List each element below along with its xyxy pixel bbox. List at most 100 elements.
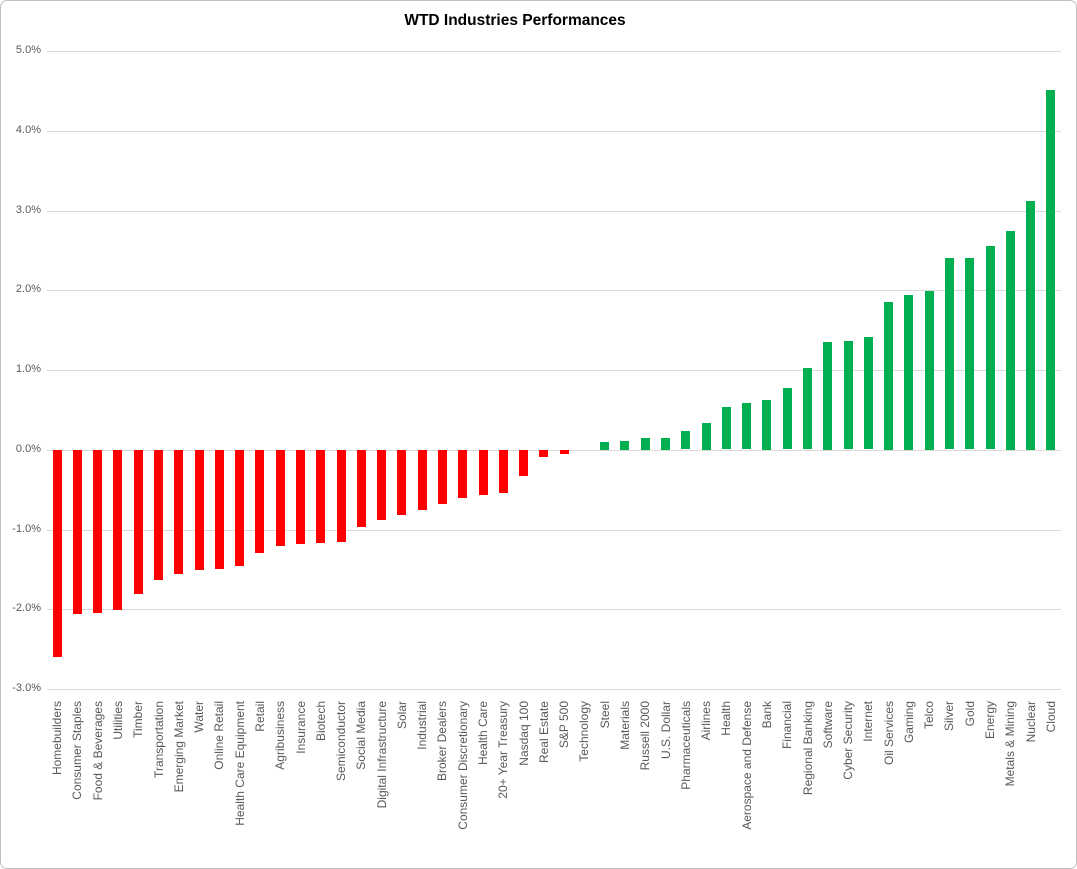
gridline [47, 689, 1061, 690]
y-tick-label: -3.0% [12, 682, 41, 694]
x-tick-label: 20+ Year Treasury [496, 701, 510, 799]
x-tick-label: Cloud [1044, 701, 1058, 733]
bar-russell-2000 [641, 438, 650, 450]
bar-nuclear [1026, 201, 1035, 450]
bar-biotech [316, 450, 325, 543]
gridline [47, 450, 1061, 451]
x-tick-label: Real Estate [537, 701, 551, 764]
bar-online-retail [215, 450, 224, 569]
bar-software [823, 342, 832, 450]
bar-steel [600, 442, 609, 450]
x-tick-label: Metals & Mining [1003, 701, 1017, 787]
x-tick-label: Airlines [699, 701, 713, 741]
bar-retail [255, 450, 264, 553]
bar-s-p-500 [560, 450, 569, 454]
x-tick-label: Transportation [152, 701, 166, 778]
x-tick-label: Homebuilders [50, 701, 64, 776]
x-tick-label: Industrial [415, 701, 429, 750]
x-tick-label: Retail [253, 701, 267, 732]
x-tick-label: Software [821, 701, 835, 749]
x-tick-label: Internet [861, 701, 875, 742]
bar-u-s-dollar [661, 438, 670, 450]
chart-title: WTD Industries Performances [404, 12, 626, 29]
x-tick-label: Gold [963, 701, 977, 727]
x-tick-label: Financial [780, 701, 794, 750]
gridline [47, 530, 1061, 531]
bar-semiconductor [337, 450, 346, 542]
x-tick-label: Consumer Discretionary [456, 701, 470, 830]
bar-20-year-treasury [499, 450, 508, 493]
bar-gold [965, 258, 974, 449]
x-tick-label: Utilities [111, 701, 125, 740]
bar-transportation [154, 450, 163, 580]
bar-internet [864, 337, 873, 449]
bar-nasdaq-100 [519, 450, 528, 476]
bar-water [195, 450, 204, 570]
bar-emerging-market [174, 450, 183, 574]
x-tick-label: Bank [760, 701, 774, 729]
gridline [47, 290, 1061, 291]
y-tick-label: 5.0% [15, 44, 41, 56]
gridline [47, 370, 1061, 371]
bar-oil-services [884, 302, 893, 450]
x-tick-label: U.S. Dollar [659, 701, 673, 760]
x-tick-label: Water [192, 701, 206, 733]
bar-gaming [904, 295, 913, 450]
x-tick-label: Food & Beverages [91, 701, 105, 801]
x-tick-label: Biotech [314, 701, 328, 742]
bar-materials [620, 441, 629, 450]
x-tick-label: Health [719, 701, 733, 736]
bar-cloud [1046, 90, 1055, 450]
y-tick-label: 3.0% [15, 204, 41, 216]
x-tick-label: Nuclear [1024, 701, 1038, 743]
x-tick-label: Russell 2000 [638, 701, 652, 771]
bar-metals-mining [1006, 231, 1015, 450]
bar-insurance [296, 450, 305, 544]
x-tick-label: Pharmaceuticals [679, 701, 693, 790]
bar-bank [762, 400, 771, 450]
gridline [47, 51, 1061, 52]
bar-industrial [418, 450, 427, 510]
x-tick-label: Insurance [294, 701, 308, 754]
bar-social-media [357, 450, 366, 527]
bar-consumer-staples [73, 450, 82, 614]
y-tick-label: -1.0% [12, 523, 41, 535]
bar-timber [134, 450, 143, 594]
x-tick-label: Oil Services [882, 701, 896, 766]
bar-digital-infrastructure [377, 450, 386, 520]
gridline [47, 609, 1061, 610]
bar-agribusiness [276, 450, 285, 546]
x-tick-label: Nasdaq 100 [517, 701, 531, 766]
x-tick-label: Semiconductor [334, 701, 348, 782]
gridline [47, 131, 1061, 132]
x-tick-label: Agribusiness [273, 701, 287, 770]
y-tick-label: -2.0% [12, 602, 41, 614]
bar-consumer-discretionary [458, 450, 467, 498]
bar-health-care-equipment [235, 450, 244, 566]
x-tick-label: Broker Dealers [435, 701, 449, 782]
gridline [47, 211, 1061, 212]
x-tick-label: Online Retail [212, 701, 226, 770]
x-tick-label: Gaming [902, 701, 916, 744]
bar-food-beverages [93, 450, 102, 613]
x-tick-label: Telco [922, 701, 936, 730]
bar-airlines [702, 423, 711, 450]
x-tick-label: Solar [395, 701, 409, 730]
x-tick-label: Digital Infrastructure [375, 701, 389, 809]
y-tick-label: 2.0% [15, 283, 41, 295]
bar-silver [945, 258, 954, 449]
bar-homebuilders [53, 450, 62, 657]
x-tick-label: Materials [618, 701, 632, 750]
x-tick-label: Energy [983, 701, 997, 740]
x-tick-label: Steel [598, 701, 612, 729]
bar-broker-dealers [438, 450, 447, 504]
x-tick-label: Social Media [354, 701, 368, 770]
x-tick-label: Health Care [476, 701, 490, 766]
x-tick-label: Silver [942, 701, 956, 732]
x-tick-label: Timber [131, 701, 145, 738]
x-tick-label: Health Care Equipment [233, 701, 247, 826]
bar-health-care [479, 450, 488, 495]
y-tick-label: 0.0% [15, 443, 41, 455]
bar-regional-banking [803, 368, 812, 449]
